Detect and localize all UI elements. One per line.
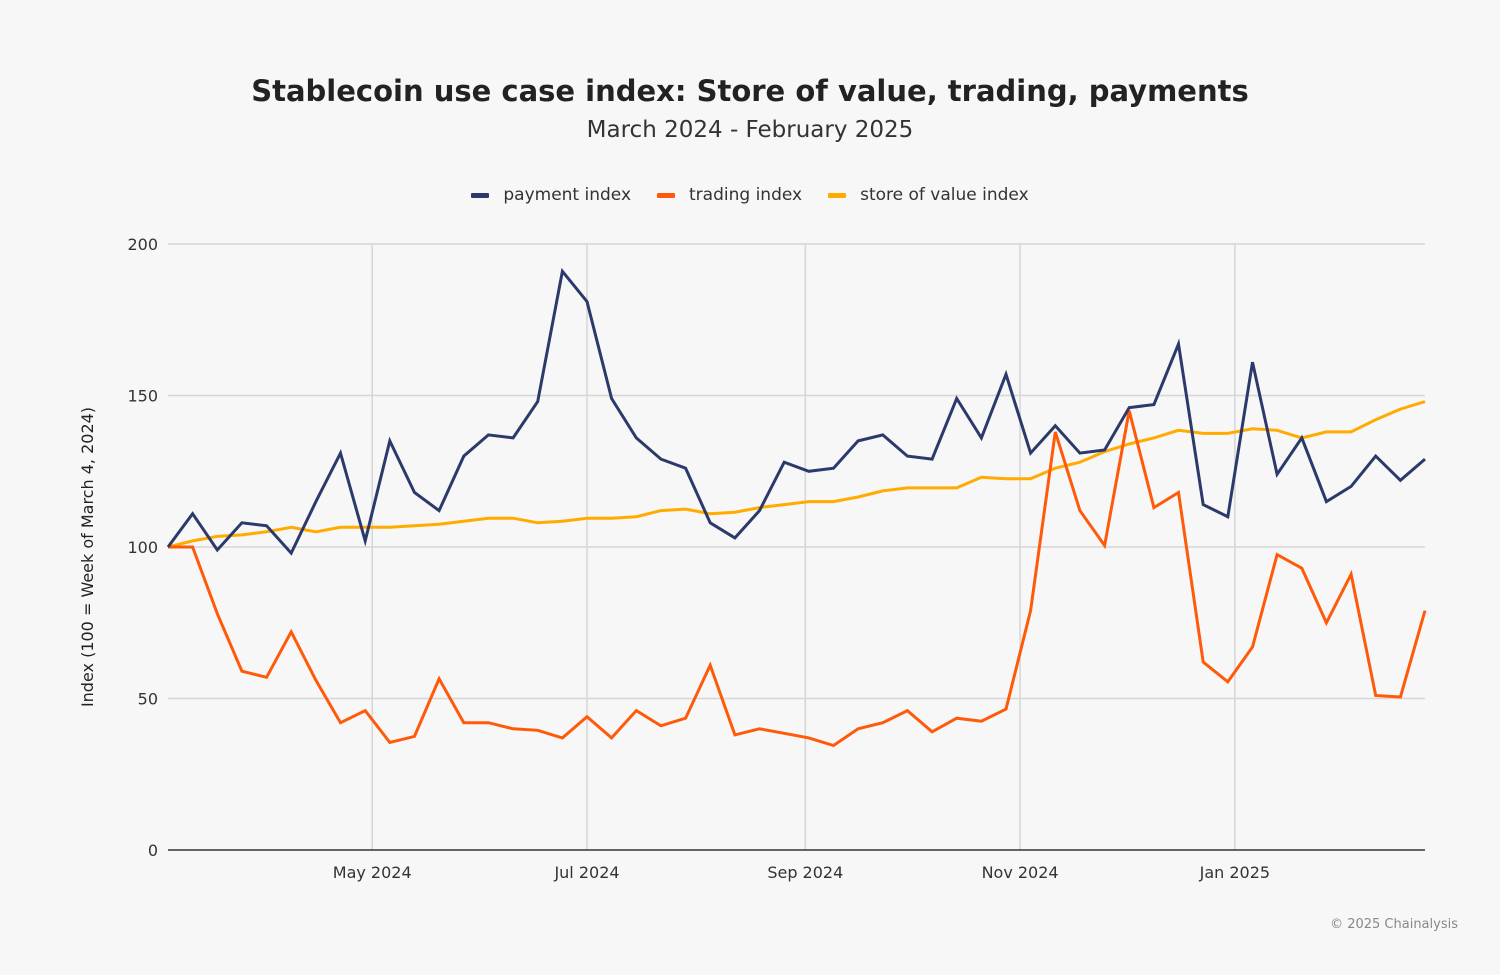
legend-label-store-of-value: store of value index: [860, 185, 1029, 205]
series-line-store-of-value-index: [167, 400, 1426, 549]
y-tick-label: 0: [148, 841, 158, 860]
series-line-trading-index: [168, 410, 1427, 748]
legend: payment index trading index store of val…: [0, 185, 1500, 205]
legend-swatch-store-of-value: [828, 192, 847, 198]
legend-label-payment: payment index: [503, 185, 632, 205]
axes: 0 50 100 150 200 May 2024 Jul 2024 Sep 2024 Nov …: [127, 235, 1425, 882]
legend-item-trading[interactable]: trading index: [657, 185, 802, 205]
legend-swatch-trading: [657, 192, 676, 198]
y-tick-label: 150: [127, 387, 158, 406]
y-tick-label: 50: [138, 690, 158, 709]
series-lines: [166, 267, 1427, 748]
x-tick-label: Sep 2024: [767, 863, 843, 882]
chart-title: Stablecoin use case index: Store of valu…: [251, 74, 1249, 108]
x-tick-label: Jan 2025: [1199, 863, 1270, 882]
copyright-credit: © 2025 Chainalysis: [1330, 917, 1458, 932]
x-tick-label: May 2024: [333, 863, 412, 882]
legend-item-payment[interactable]: payment index: [471, 185, 631, 205]
series-line-payment-index: [166, 267, 1426, 556]
legend-label-trading: trading index: [689, 185, 803, 205]
x-tick-label: Jul 2024: [553, 863, 619, 882]
y-tick-label: 100: [127, 538, 158, 557]
legend-swatch-payment: [471, 192, 490, 198]
chart-subtitle: March 2024 - February 2025: [586, 117, 914, 143]
x-tick-label: Nov 2024: [982, 863, 1059, 882]
y-tick-label: 200: [127, 235, 158, 254]
gridlines: [168, 243, 1425, 850]
legend-item-store-of-value[interactable]: store of value index: [828, 185, 1029, 205]
y-axis-label: Index (100 = Week of March 4, 2024): [78, 407, 97, 707]
